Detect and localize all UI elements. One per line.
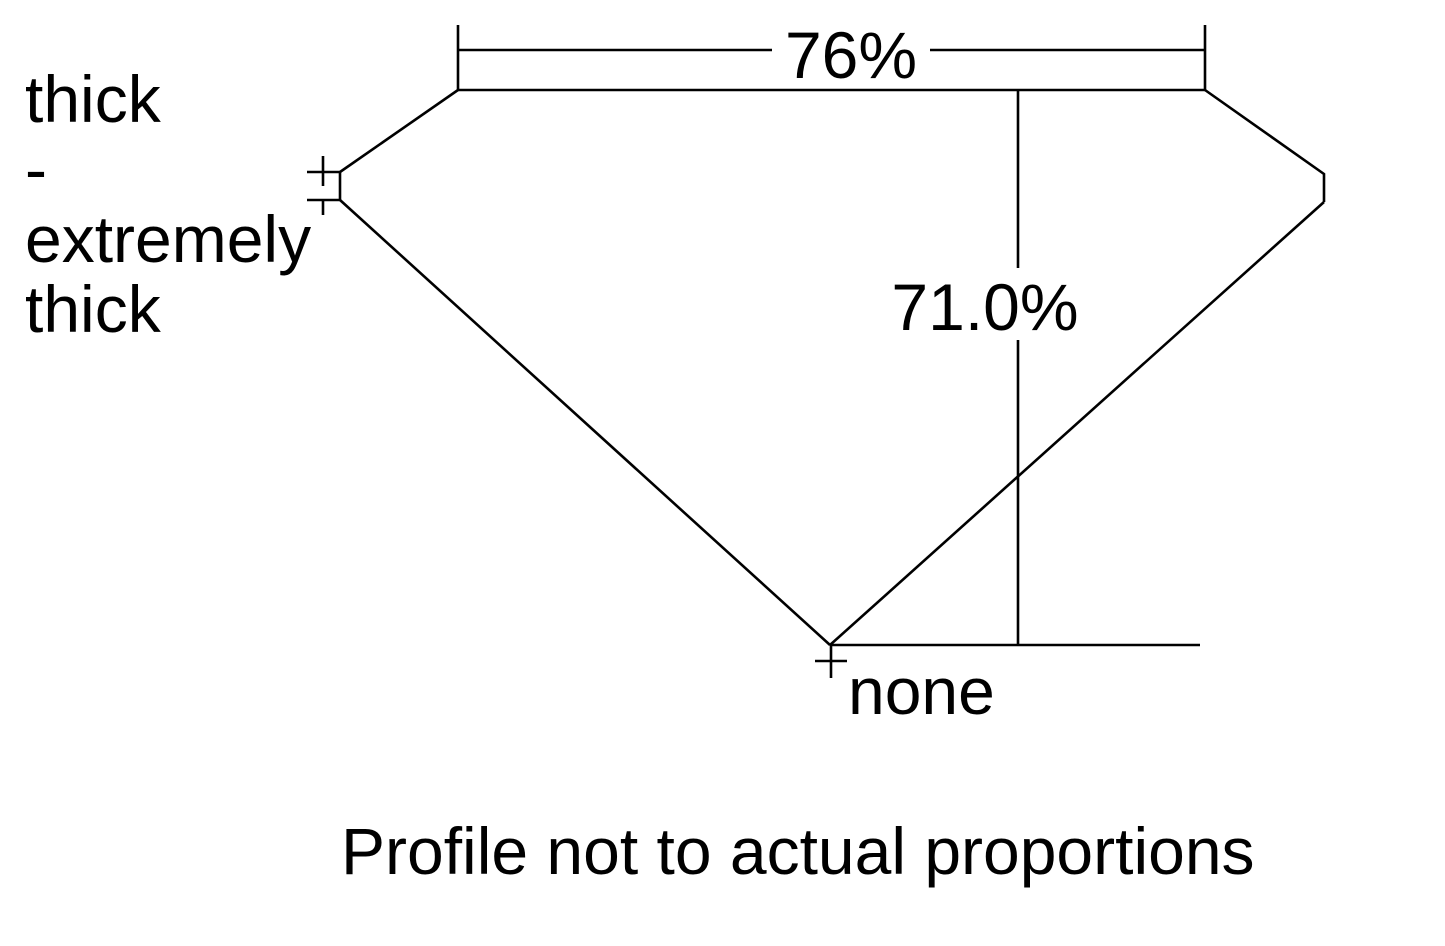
caption: Profile not to actual proportions [341,814,1255,888]
table-width-label: 76% [785,18,917,92]
pavilion-left-edge [339,199,831,646]
total-depth-label: 71.0% [891,270,1078,344]
girdle-label: thick - extremely thick [25,62,329,346]
pavilion-right-edge [829,201,1325,646]
culet-label: none [848,654,995,728]
crown-left-edge [339,88,459,174]
crown-right-edge [1204,88,1326,202]
